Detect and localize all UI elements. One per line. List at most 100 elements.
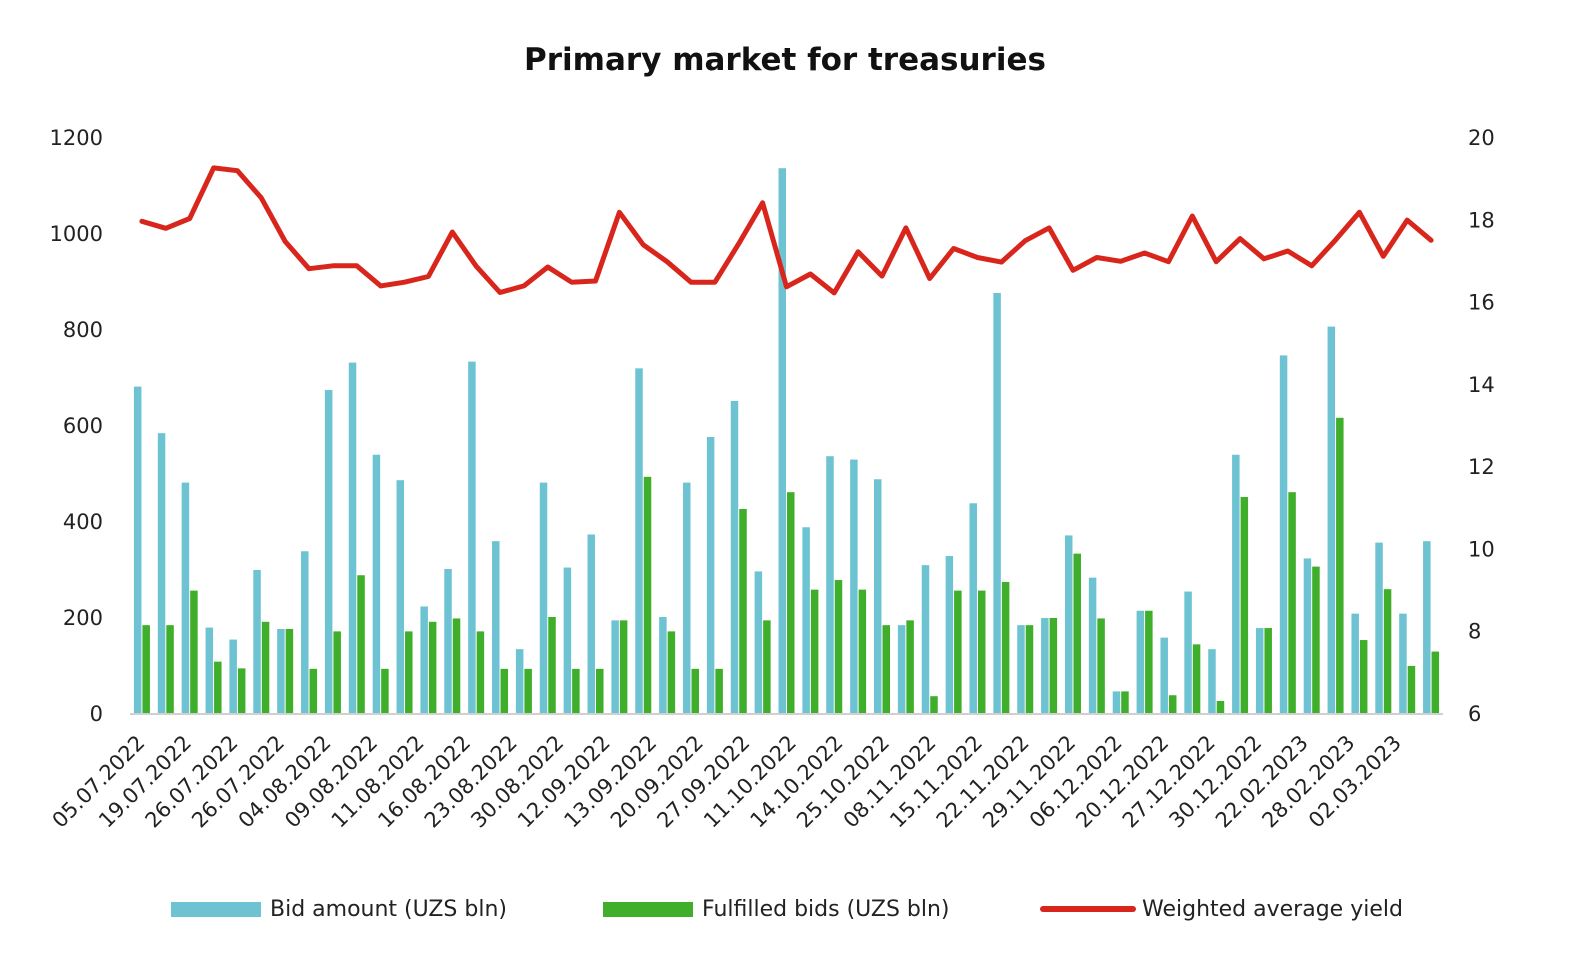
- bar-fulfilled-bids: [882, 625, 890, 713]
- bar-bid-amount: [754, 571, 763, 713]
- bar-bid-amount: [802, 527, 810, 713]
- bar-fulfilled-bids: [1049, 617, 1058, 713]
- legend-item-fulfilled-bids: Fulfilled bids (UZS bln): [603, 897, 950, 922]
- bar-bid-amount: [873, 479, 882, 713]
- bar-fulfilled-bids: [1001, 581, 1010, 713]
- bar-bid-amount: [611, 620, 619, 713]
- bar-fulfilled-bids: [572, 668, 580, 713]
- bar-fulfilled-bids: [214, 661, 222, 713]
- bar-fulfilled-bids: [596, 668, 604, 713]
- y-tick-left: 1000: [50, 222, 103, 246]
- bar-bid-amount: [778, 168, 786, 713]
- bar-bid-amount: [277, 629, 285, 713]
- bar-bid-amount: [205, 627, 214, 713]
- bar-fulfilled-bids: [405, 631, 413, 713]
- bar-bid-amount: [587, 534, 596, 713]
- bar-bid-amount: [897, 625, 906, 713]
- bar-bid-amount: [1160, 637, 1168, 713]
- bar-fulfilled-bids: [548, 617, 556, 713]
- bar-bid-amount: [921, 565, 930, 713]
- bar-bid-amount: [969, 503, 977, 713]
- bar-bid-amount: [850, 459, 858, 713]
- y-tick-right: 10: [1468, 537, 1495, 561]
- bar-bid-amount: [1327, 326, 1336, 713]
- y-tick-right: 6: [1468, 702, 1481, 726]
- bar-bid-amount: [1184, 591, 1192, 713]
- x-axis: 05.07.202219.07.202226.07.202226.07.2022…: [48, 731, 1406, 833]
- bar-fulfilled-bids: [1025, 625, 1034, 713]
- bar-fulfilled-bids: [142, 625, 150, 713]
- bar-fulfilled-bids: [1359, 640, 1368, 713]
- bar-fulfilled-bids: [285, 629, 294, 713]
- bar-bid-amount: [539, 482, 548, 713]
- bar-fulfilled-bids: [667, 631, 676, 713]
- bar-fulfilled-bids: [1312, 566, 1320, 713]
- bar-bid-amount: [1423, 541, 1431, 713]
- bar-fulfilled-bids: [1264, 628, 1272, 713]
- legend-label-bid-amount: Bid amount (UZS bln): [270, 897, 507, 922]
- y-tick-left: 200: [63, 606, 103, 630]
- bar-fulfilled-bids: [1073, 553, 1081, 713]
- bar-fulfilled-bids: [1288, 492, 1296, 713]
- bar-bid-amount: [1399, 613, 1407, 713]
- bar-bid-amount: [706, 437, 715, 713]
- y-tick-right: 8: [1468, 620, 1481, 644]
- bar-fulfilled-bids: [643, 476, 652, 713]
- bar-bid-amount: [1303, 558, 1312, 713]
- bar-bid-amount: [1064, 535, 1073, 713]
- bar-fulfilled-bids: [715, 668, 723, 713]
- bar-fulfilled-bids: [1192, 644, 1201, 713]
- bar-bid-amount: [1232, 454, 1240, 713]
- bar-fulfilled-bids: [1336, 417, 1344, 713]
- bar-bid-amount: [372, 454, 381, 713]
- bar-fulfilled-bids: [237, 668, 246, 713]
- bar-bid-amount: [993, 293, 1001, 713]
- y-tick-left: 600: [63, 414, 103, 438]
- bar-bid-amount: [826, 456, 834, 713]
- bar-fulfilled-bids: [357, 575, 365, 713]
- bar-fulfilled-bids: [190, 590, 198, 713]
- legend-swatch-fulfilled-bids: [603, 902, 693, 917]
- bar-fulfilled-bids: [428, 621, 437, 713]
- bar-fulfilled-bids: [166, 625, 174, 713]
- bar-bid-amount: [945, 556, 954, 713]
- y-axis-right: 6 8 10 12 14 16 18 20: [1468, 126, 1495, 726]
- bar-bid-amount: [659, 617, 667, 713]
- chart-title: Primary market for treasuries: [524, 42, 1046, 78]
- legend: Bid amount (UZS bln) Fulfilled bids (UZS…: [171, 897, 1403, 922]
- bar-fulfilled-bids: [834, 580, 843, 713]
- bar-bid-amount: [1375, 542, 1383, 713]
- legend-label-fulfilled-bids: Fulfilled bids (UZS bln): [702, 897, 950, 922]
- bar-bid-amount: [635, 368, 643, 713]
- bar-bid-amount: [229, 639, 237, 713]
- bar-fulfilled-bids: [309, 668, 318, 713]
- bar-bid-amount: [1112, 691, 1121, 713]
- bar-bid-amount: [157, 433, 166, 713]
- bar-group: [133, 168, 1440, 713]
- bar-fulfilled-bids: [381, 668, 389, 713]
- bar-bid-amount: [253, 569, 261, 713]
- y-tick-left: 800: [63, 318, 103, 342]
- y-tick-right: 14: [1468, 373, 1495, 397]
- bar-fulfilled-bids: [333, 631, 341, 713]
- bar-fulfilled-bids: [476, 631, 485, 713]
- bar-bid-amount: [468, 361, 476, 713]
- bar-fulfilled-bids: [1168, 695, 1177, 713]
- legend-item-weighted-yield: Weighted average yield: [1040, 897, 1403, 922]
- y-tick-right: 16: [1468, 291, 1495, 315]
- bar-fulfilled-bids: [810, 589, 819, 713]
- bar-bid-amount: [1017, 625, 1025, 713]
- bar-bid-amount: [563, 567, 572, 713]
- yield-line: [139, 165, 1434, 296]
- bar-bid-amount: [1136, 610, 1145, 713]
- bar-bid-amount: [1208, 649, 1216, 713]
- bar-fulfilled-bids: [739, 509, 747, 713]
- bar-fulfilled-bids: [1121, 691, 1129, 713]
- legend-label-weighted-yield: Weighted average yield: [1142, 897, 1403, 922]
- bar-bid-amount: [1279, 355, 1288, 713]
- legend-item-bid-amount: Bid amount (UZS bln): [171, 897, 507, 922]
- bar-bid-amount: [133, 386, 142, 713]
- bar-fulfilled-bids: [1240, 497, 1249, 713]
- y-tick-left: 0: [90, 702, 103, 726]
- bar-fulfilled-bids: [787, 492, 795, 713]
